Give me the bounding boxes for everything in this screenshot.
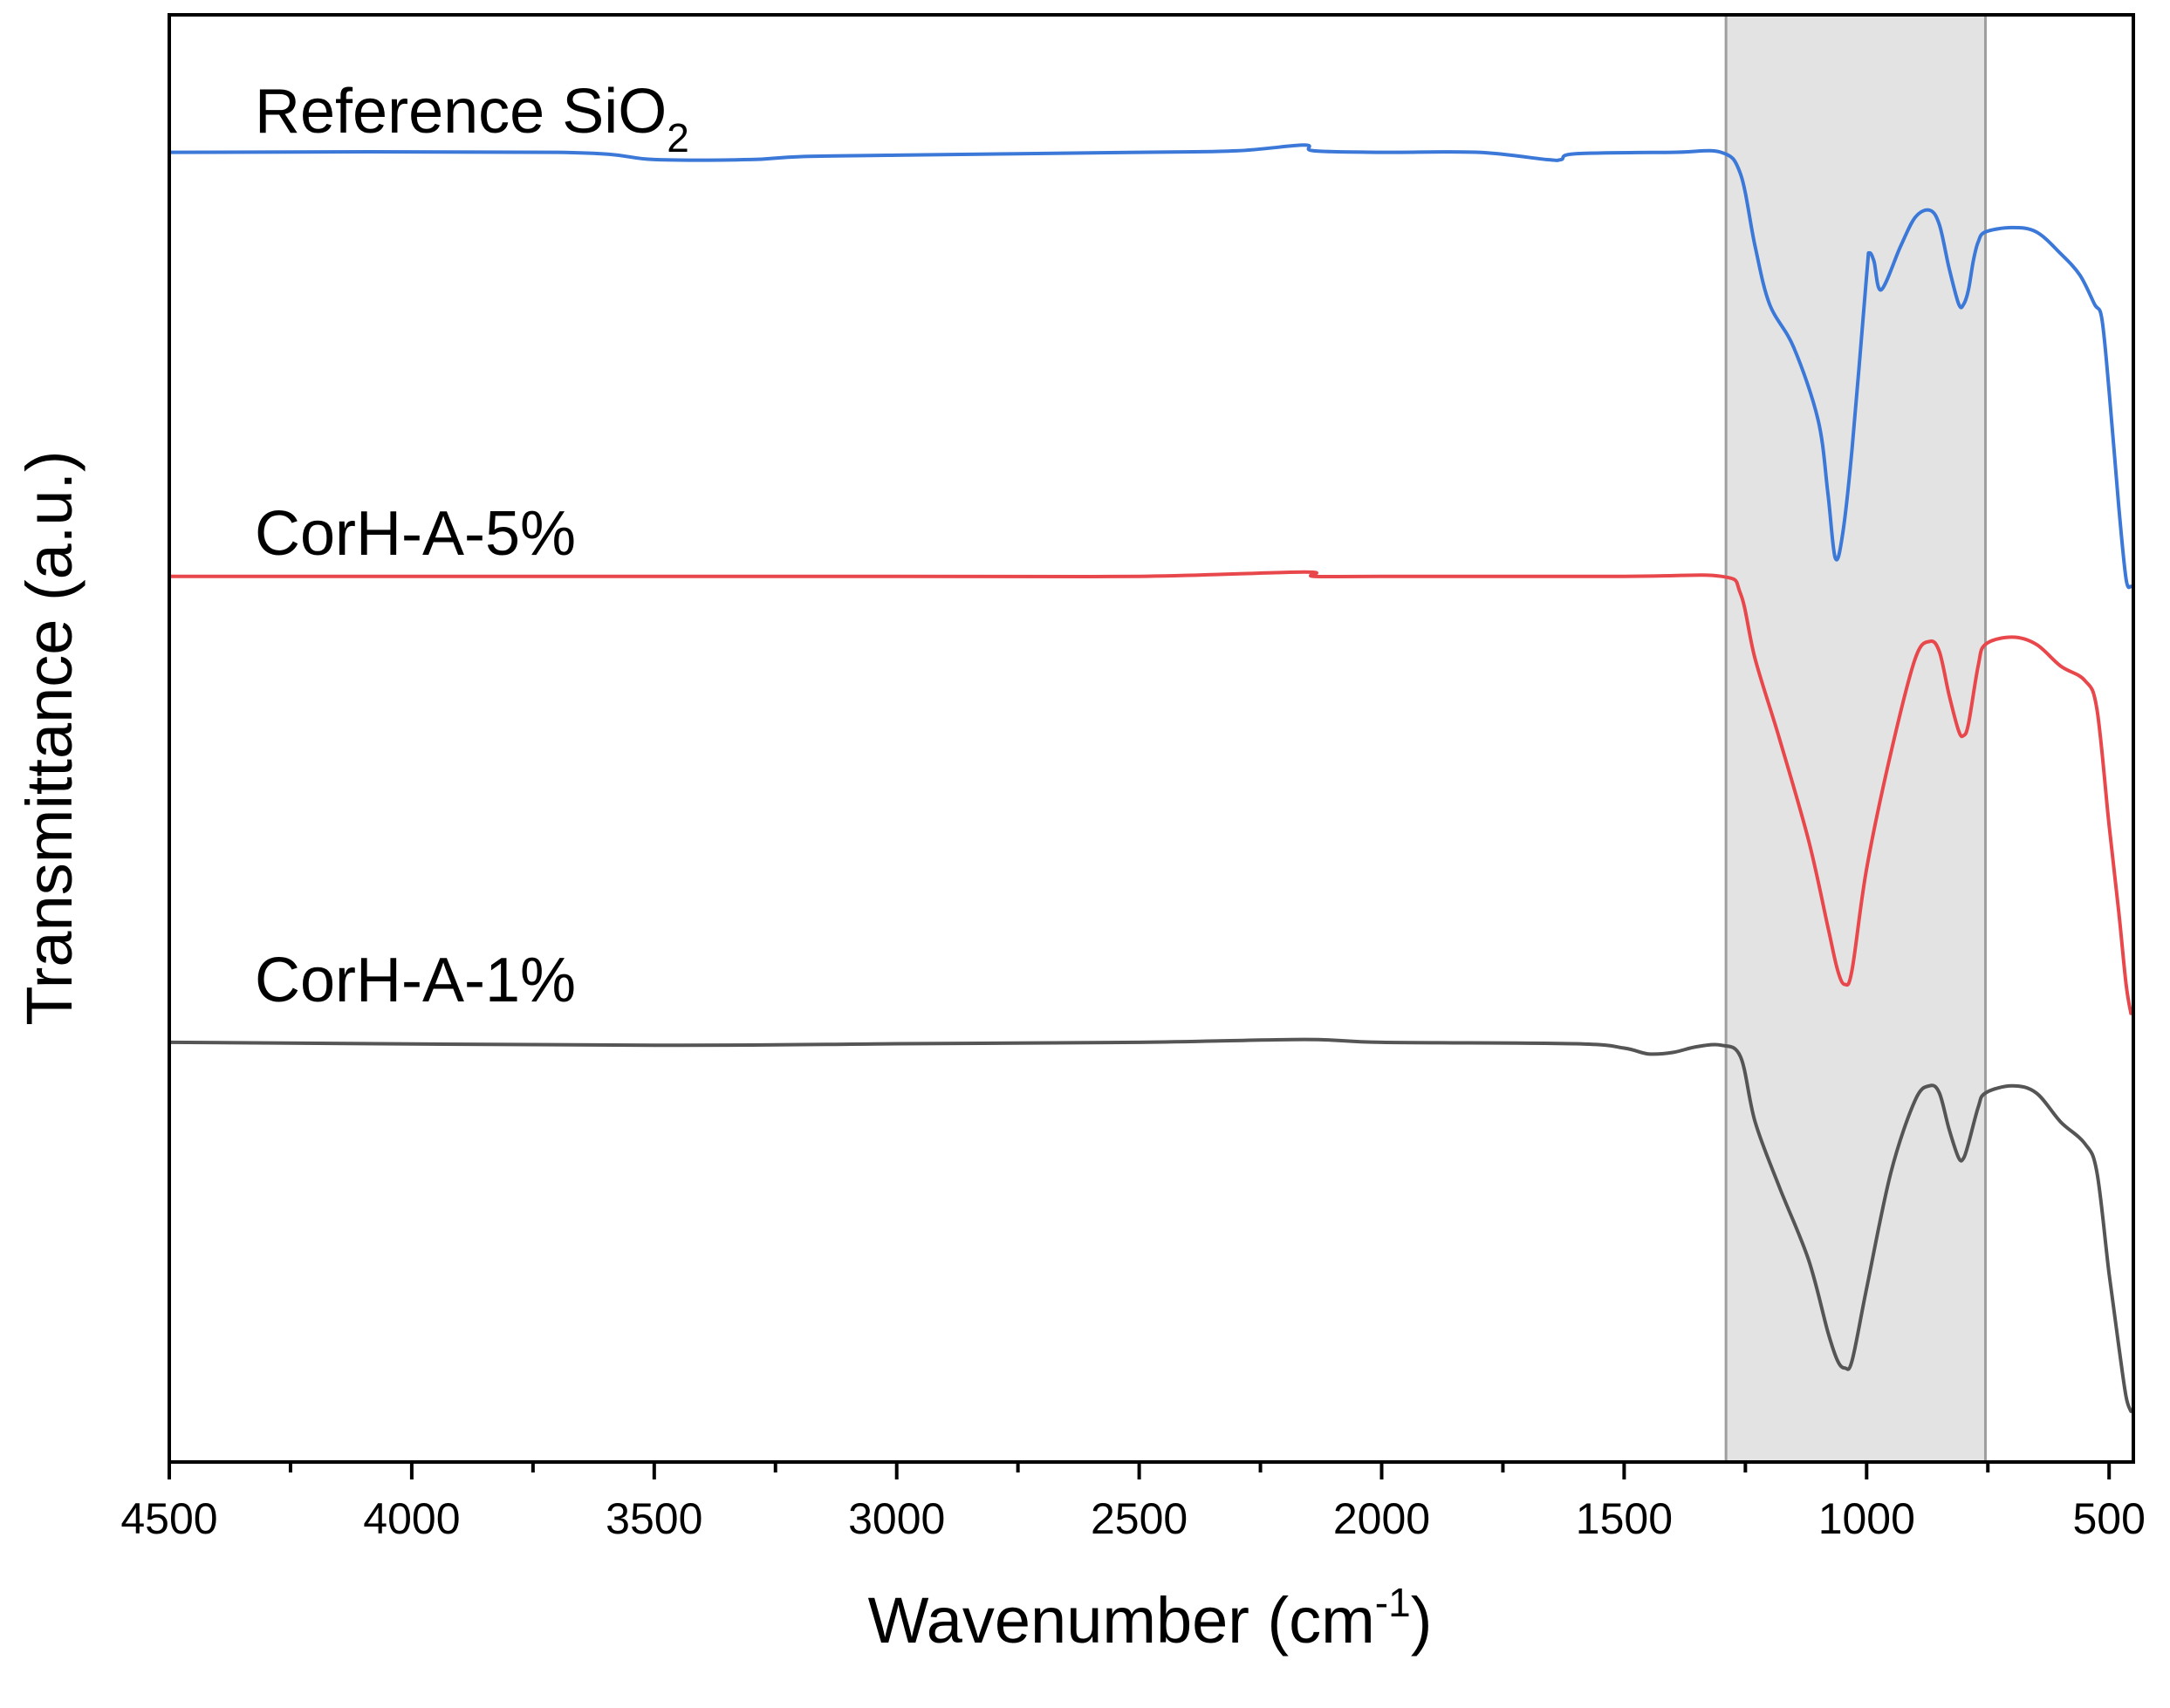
shaded-region <box>1726 15 1986 1462</box>
x-tick-label: 3500 <box>606 1494 702 1543</box>
x-axis-title: Wavenumber (cm-1) <box>868 1580 1433 1657</box>
series-label-corh-a-1: CorH-A-1% <box>255 946 576 1015</box>
series-layer <box>168 143 2133 1413</box>
x-tick-label: 3000 <box>848 1494 945 1543</box>
series-label-reference-sio2: Reference SiO2 <box>255 77 689 161</box>
x-axis-title-close: ) <box>1411 1584 1433 1657</box>
x-tick-label: 2000 <box>1333 1494 1430 1543</box>
series-line-0 <box>168 143 2133 590</box>
x-tick-label: 2500 <box>1091 1494 1188 1543</box>
plot-frame <box>168 13 2135 1464</box>
y-axis-title: Transmittance (a.u.) <box>13 450 86 1025</box>
x-tick-label: 1000 <box>1818 1494 1915 1543</box>
x-axis-title-main: Wavenumber (cm <box>868 1584 1375 1657</box>
x-axis-ticks: 4500 4000 3500 3000 2500 2000 1500 1000 500 <box>120 1462 2146 1543</box>
series-label-reference-sio2-main: Reference SiO <box>255 77 667 147</box>
series-line-2 <box>168 1037 2133 1413</box>
series-label-corh-a-5: CorH-A-5% <box>255 499 576 569</box>
shaded-region-layer <box>1724 15 1987 1462</box>
x-tick-label: 4500 <box>120 1494 217 1543</box>
x-tick-label: 4000 <box>363 1494 460 1543</box>
x-tick-label: 500 <box>2072 1494 2145 1543</box>
x-tick-label: 1500 <box>1576 1494 1673 1543</box>
x-axis-title-superscript: -1 <box>1375 1580 1411 1625</box>
series-label-reference-sio2-subscript: 2 <box>667 115 689 161</box>
series-line-1 <box>168 570 2133 1015</box>
